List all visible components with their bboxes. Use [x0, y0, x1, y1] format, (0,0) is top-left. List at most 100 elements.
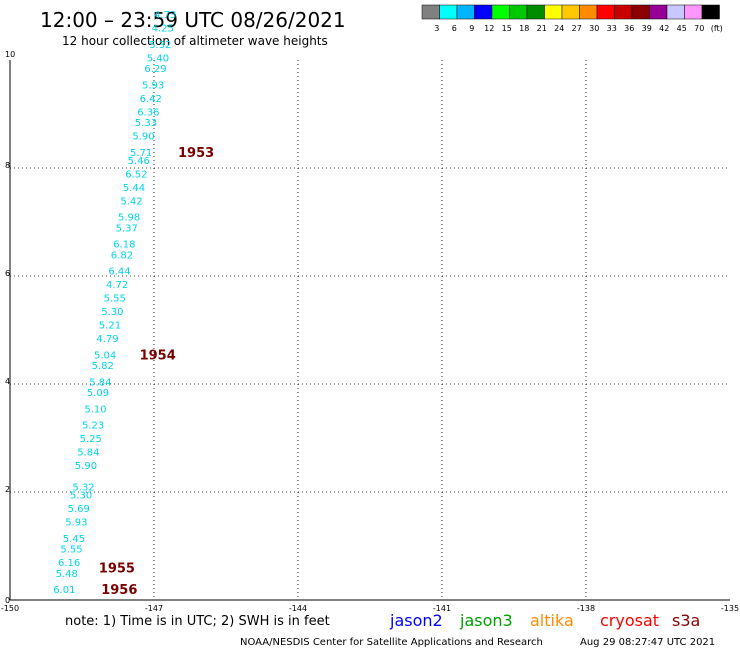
time-label: 1956 — [101, 583, 137, 598]
wave-height-label: 5.32 — [149, 40, 171, 51]
wave-height-label: 5.84 — [89, 377, 111, 388]
color-scale-swatch — [596, 4, 615, 20]
wave-height-label: 6.01 — [53, 585, 75, 596]
wave-height-label: 5.23 — [82, 421, 104, 432]
wave-height-label: 5.90 — [75, 461, 97, 472]
color-scale-label: 33 — [607, 24, 617, 33]
wave-height-label: 5.21 — [99, 321, 121, 332]
y-tick-label: 8 — [5, 161, 10, 170]
color-scale-swatch — [684, 4, 703, 20]
y-tick-label: 10 — [5, 50, 15, 59]
color-scale-swatch — [439, 4, 458, 20]
wave-height-label: 5.93 — [142, 80, 164, 91]
wave-height-label: 4.73 — [154, 10, 176, 21]
time-label: 1955 — [99, 562, 135, 577]
color-scale-label: 15 — [502, 24, 512, 33]
x-tick-label: -138 — [577, 604, 595, 613]
wave-height-label: 4.25 — [152, 24, 174, 35]
wave-height-label: 5.55 — [104, 294, 126, 305]
color-scale-label: 3 — [434, 24, 439, 33]
color-scale-swatch — [701, 4, 720, 20]
note-text: note: 1) Time is in UTC; 2) SWH is in fe… — [65, 614, 330, 629]
wave-height-label: 4.79 — [96, 334, 118, 345]
color-scale-label: 42 — [659, 24, 669, 33]
x-tick-label: -144 — [289, 604, 307, 613]
wave-height-label: 6.82 — [111, 250, 133, 261]
credit-text: NOAA/NESDIS Center for Satellite Applica… — [240, 637, 543, 648]
color-scale-swatch — [649, 4, 668, 20]
legend-altika: altika — [530, 611, 574, 630]
y-tick-label: 2 — [5, 485, 10, 494]
wave-height-label: 5.10 — [84, 404, 106, 415]
color-scale-swatch — [474, 4, 493, 20]
color-scale: 3 6 9 12 15 18 21 24 27 30 33 36 39 42 45 70 (ft) — [421, 4, 723, 33]
color-scale-swatch — [579, 4, 598, 20]
wave-height-label: 5.37 — [116, 223, 138, 234]
color-scale-label: 9 — [469, 24, 474, 33]
wave-height-label: 5.82 — [92, 361, 114, 372]
color-scale-label: 36 — [624, 24, 634, 33]
wave-height-label: 5.44 — [123, 183, 145, 194]
time-labels: 1956 1955 1954 1953 — [99, 146, 214, 598]
wave-height-label: 5.69 — [68, 504, 90, 515]
wave-height-label: 6.52 — [125, 169, 147, 180]
legend-s3a: s3a — [672, 611, 700, 630]
wave-height-label: 5.93 — [65, 518, 87, 529]
color-scale-label: 45 — [677, 24, 687, 33]
wave-height-label: 5.30 — [70, 491, 92, 502]
color-scale-label: 18 — [519, 24, 529, 33]
time-label: 1953 — [178, 146, 214, 161]
color-scale-label: 24 — [554, 24, 564, 33]
time-label: 1954 — [140, 348, 176, 363]
wave-height-label: 6.29 — [144, 64, 166, 75]
color-scale-label: (ft) — [711, 24, 723, 33]
wave-height-label: 5.98 — [118, 213, 140, 224]
color-scale-label: 6 — [452, 24, 457, 33]
wave-height-values: 6.015.486.165.555.455.935.695.305.325.90… — [53, 10, 176, 596]
x-tick-label: -147 — [145, 604, 163, 613]
wave-height-label: 5.90 — [132, 132, 154, 143]
wave-height-label: 5.42 — [120, 196, 142, 207]
wave-height-label: 5.45 — [63, 534, 85, 545]
wave-height-label: 5.09 — [87, 388, 109, 399]
y-tick-label: 4 — [5, 377, 10, 386]
wave-height-label: 4.72 — [106, 280, 128, 291]
color-scale-label: 39 — [642, 24, 652, 33]
axis-ticks: -150 -147 -144 -141 -138 -135 0 2 4 6 8 10 — [1, 50, 739, 613]
color-scale-swatch — [544, 4, 563, 20]
color-scale-swatch — [456, 4, 475, 20]
wave-height-label: 5.33 — [135, 118, 157, 129]
wave-height-label: 5.84 — [77, 448, 99, 459]
color-scale-swatch — [526, 4, 545, 20]
y-tick-label: 0 — [5, 596, 10, 605]
x-tick-label: -135 — [721, 604, 739, 613]
color-scale-label: 70 — [694, 24, 704, 33]
color-scale-label: 27 — [572, 24, 582, 33]
chart-subtitle: 12 hour collection of altimeter wave hei… — [62, 34, 328, 48]
wave-height-label: 6.42 — [140, 94, 162, 105]
color-scale-swatch — [491, 4, 510, 20]
wave-height-label: 5.25 — [80, 434, 102, 445]
x-tick-label: -141 — [433, 604, 451, 613]
color-scale-swatch — [614, 4, 633, 20]
wave-height-label: 5.04 — [94, 350, 116, 361]
timestamp-text: Aug 29 08:27:47 UTC 2021 — [580, 637, 715, 648]
color-scale-label: 30 — [589, 24, 599, 33]
wave-height-label: 6.18 — [113, 240, 135, 251]
wave-height-label: 5.71 — [130, 148, 152, 159]
wave-height-label: 5.30 — [101, 307, 123, 318]
wave-height-label: 6.44 — [108, 267, 130, 278]
wave-height-label: 5.55 — [60, 545, 82, 556]
legend-jason3: jason3 — [459, 611, 513, 630]
color-scale-label: 21 — [537, 24, 547, 33]
chart-title: 12:00 – 23:59 UTC 08/26/2021 — [40, 8, 346, 32]
wave-height-label: 5.46 — [128, 156, 150, 167]
y-tick-label: 6 — [5, 269, 10, 278]
x-tick-label: -150 — [1, 604, 19, 613]
wave-height-label: 6.16 — [58, 558, 80, 569]
color-scale-swatch — [509, 4, 528, 20]
color-scale-swatch — [631, 4, 650, 20]
wave-height-label: 6.36 — [137, 107, 159, 118]
satellite-legend: jason2 jason3 altika cryosat s3a — [389, 611, 700, 630]
